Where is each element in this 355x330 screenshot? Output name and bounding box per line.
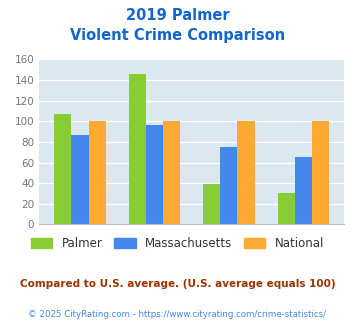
Text: 2019 Palmer: 2019 Palmer [126,8,229,23]
Bar [54,114,71,224]
Bar [88,121,106,224]
Bar [220,147,237,224]
Bar [203,184,220,224]
Bar [163,121,180,224]
Bar [278,193,295,224]
Bar [312,121,329,224]
Bar [237,121,255,224]
Bar [295,157,312,224]
Bar [71,135,88,224]
Bar [129,74,146,224]
Text: Violent Crime Comparison: Violent Crime Comparison [70,28,285,43]
Legend: Palmer, Massachusetts, National: Palmer, Massachusetts, National [31,237,324,250]
Text: © 2025 CityRating.com - https://www.cityrating.com/crime-statistics/: © 2025 CityRating.com - https://www.city… [28,310,327,319]
Bar [146,125,163,224]
Text: Compared to U.S. average. (U.S. average equals 100): Compared to U.S. average. (U.S. average … [20,279,335,289]
